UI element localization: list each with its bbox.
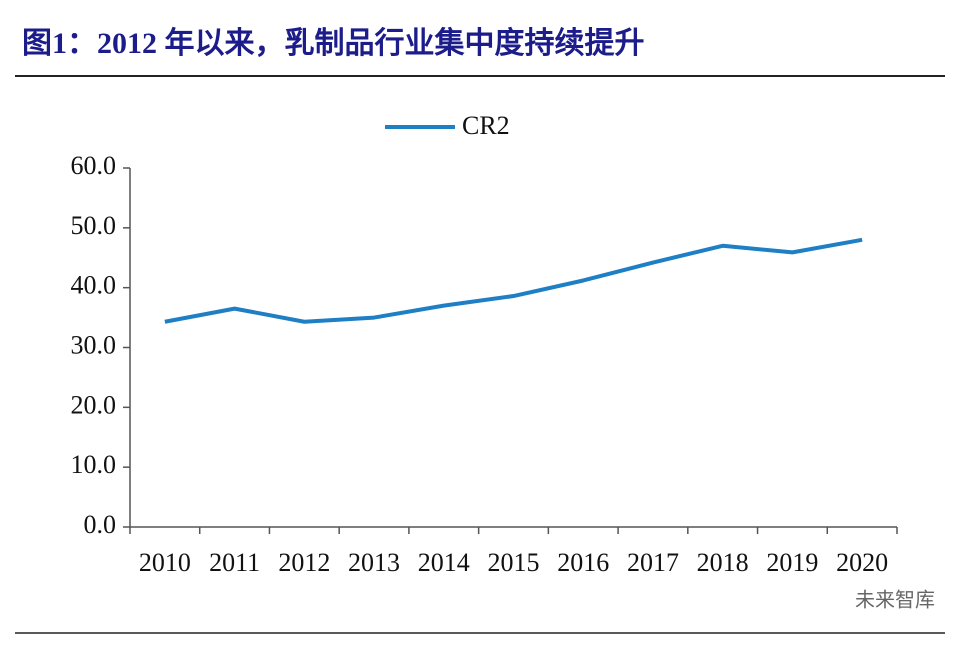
- y-tick-label: 20.0: [71, 390, 117, 419]
- y-tick-label: 30.0: [71, 330, 117, 359]
- x-tick-label: 2013: [348, 548, 400, 577]
- y-tick-label: 10.0: [71, 450, 117, 479]
- x-tick-label: 2012: [278, 548, 330, 577]
- x-tick-label: 2019: [766, 548, 818, 577]
- x-tick-label: 2014: [418, 548, 470, 577]
- legend-label: CR2: [462, 111, 510, 140]
- x-tick-label: 2011: [209, 548, 260, 577]
- watermark: 未来智库: [855, 588, 935, 612]
- line-series: [164, 237, 863, 324]
- chart-title: 图1：2012 年以来，乳制品行业集中度持续提升: [22, 27, 645, 60]
- x-tick-label: 2016: [557, 548, 609, 577]
- x-tick-label: 2010: [139, 548, 191, 577]
- y-tick-label: 0.0: [84, 510, 117, 539]
- x-tick-label: 2020: [836, 548, 888, 577]
- y-tick-label: 60.0: [71, 151, 117, 180]
- y-tick-label: 50.0: [71, 211, 117, 240]
- x-tick-label: 2018: [697, 548, 749, 577]
- x-tick-label: 2017: [627, 548, 679, 577]
- y-tick-label: 40.0: [71, 271, 117, 300]
- x-tick-label: 2015: [488, 548, 540, 577]
